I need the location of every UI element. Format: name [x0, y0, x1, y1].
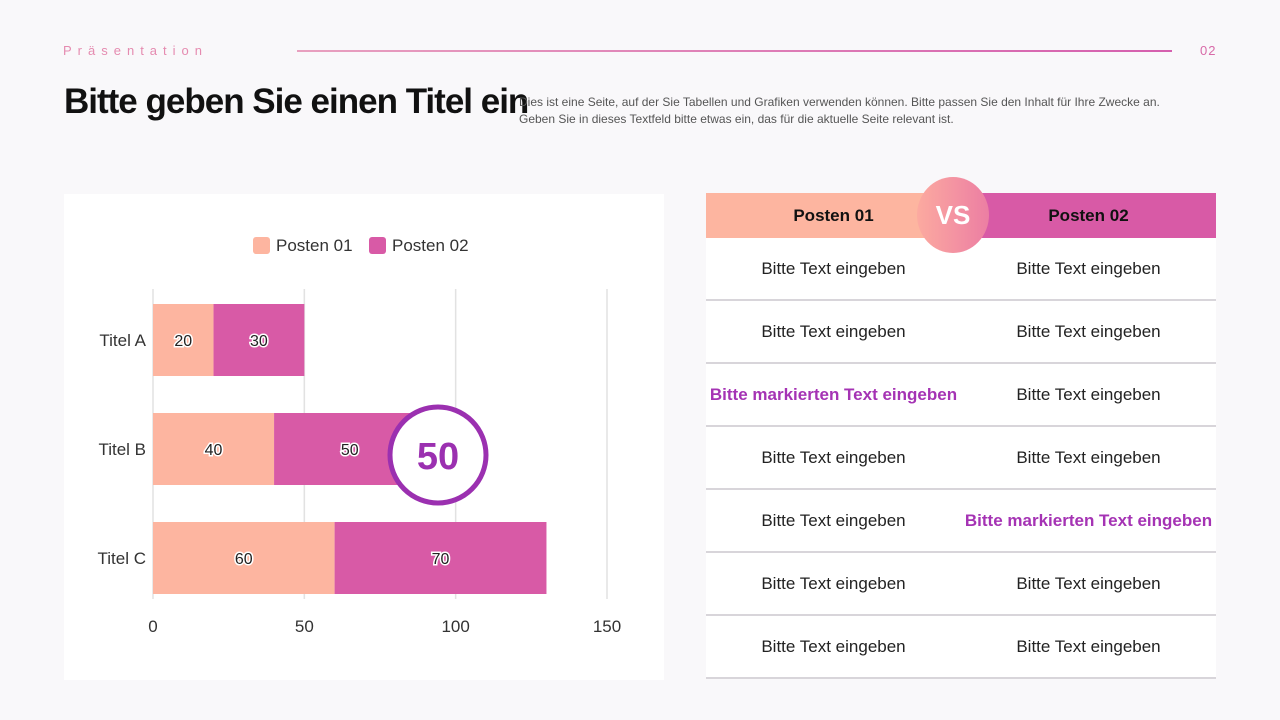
- bar-data-label: 60: [235, 551, 253, 568]
- bar-data-label: 40: [205, 442, 223, 459]
- table-header: Posten 01 Posten 02 VS: [706, 177, 1216, 253]
- bar-data-label: 50: [341, 442, 359, 459]
- brand-label: Präsentation: [63, 43, 208, 58]
- table-cell[interactable]: Bitte Text eingeben: [1016, 447, 1161, 467]
- header-divider: [297, 50, 1172, 52]
- bar-data-label: 30: [250, 333, 268, 350]
- table-row: Bitte Text eingeben Bitte markierten Text…: [706, 490, 1216, 553]
- page-number: 02: [1200, 43, 1217, 58]
- page-description: Dies ist eine Seite, auf der Sie Tabelle…: [519, 94, 1219, 128]
- x-tick-label: 0: [148, 617, 157, 636]
- table-row: Bitte Text eingeben Bitte Text eingeben: [706, 427, 1216, 490]
- bar-chart: 0 50 100 150 Posten 01 Posten 02 Titel A 20 30 Ti…: [98, 236, 622, 636]
- bar-segment: [153, 522, 335, 594]
- table-cell[interactable]: Bitte markierten Text eingeben: [964, 510, 1213, 530]
- bar-segment: [153, 413, 275, 485]
- table-cell[interactable]: Bitte Text eingeben: [1016, 573, 1161, 593]
- table-cell[interactable]: Bitte Text eingeben: [761, 447, 906, 467]
- vs-badge: VS: [917, 177, 989, 253]
- table-cell[interactable]: Bitte markierten Text eingeben: [709, 384, 958, 404]
- legend-swatch: [253, 237, 270, 254]
- bar-segment: [213, 304, 305, 376]
- x-tick-label: 50: [295, 617, 314, 636]
- y-category-label: Titel A: [99, 331, 146, 350]
- description-line: Dies ist eine Seite, auf der Sie Tabelle…: [519, 95, 1160, 109]
- legend-swatch: [369, 237, 386, 254]
- bar-data-label: 70: [432, 551, 450, 568]
- table-cell[interactable]: Bitte Text eingeben: [761, 258, 906, 278]
- description-line: Geben Sie in dieses Textfeld bitte etwas…: [519, 112, 954, 126]
- x-tick-label: 150: [593, 617, 621, 636]
- highlight-circle: [387, 404, 489, 506]
- header-posten-02: Posten 02: [961, 193, 1216, 238]
- x-tick-label: 100: [441, 617, 469, 636]
- bar-data-label: 20: [174, 333, 192, 350]
- legend-label: Posten 02: [392, 236, 469, 255]
- bar-segment: [153, 304, 214, 376]
- table-cell[interactable]: Bitte Text eingeben: [761, 321, 906, 341]
- y-category-label: Titel B: [98, 440, 146, 459]
- highlight-value: 50: [417, 436, 459, 478]
- table-row: Bitte Text eingeben Bitte Text eingeben: [706, 553, 1216, 616]
- table-row: Bitte Text eingeben Bitte Text eingeben: [706, 616, 1216, 679]
- table-cell[interactable]: Bitte Text eingeben: [761, 636, 906, 656]
- y-category-label: Titel C: [98, 549, 147, 568]
- comparison-table: Posten 01 Posten 02 VS Bitte Text eingeb…: [706, 177, 1216, 679]
- legend-label: Posten 01: [276, 236, 353, 255]
- bar-segment: [334, 522, 547, 594]
- table-cell[interactable]: Bitte Text eingeben: [761, 573, 906, 593]
- page-title: Bitte geben Sie einen Titel ein: [64, 82, 529, 121]
- table-cell[interactable]: Bitte Text eingeben: [761, 510, 906, 530]
- table-row: Bitte Text eingeben Bitte Text eingeben: [706, 301, 1216, 364]
- table-cell[interactable]: Bitte Text eingeben: [1016, 384, 1161, 404]
- table-row: Bitte markierten Text eingeben Bitte Text…: [706, 364, 1216, 427]
- table-cell[interactable]: Bitte Text eingeben: [1016, 258, 1161, 278]
- chart-card: 0 50 100 150 Posten 01 Posten 02 Titel A 20 30 Ti…: [64, 194, 664, 680]
- table-cell[interactable]: Bitte Text eingeben: [1016, 321, 1161, 341]
- table-cell[interactable]: Bitte Text eingeben: [1016, 636, 1161, 656]
